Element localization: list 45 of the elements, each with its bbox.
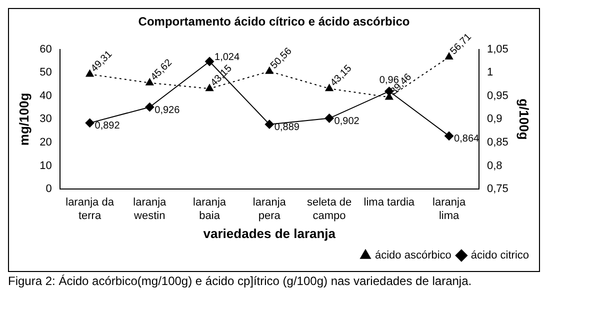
x-tick-label: laranja da terra <box>66 196 115 222</box>
data-label: 0,889 <box>274 122 300 134</box>
y2-tick-label: 0,85 <box>486 136 508 148</box>
point <box>146 78 154 86</box>
data-label: 0,902 <box>334 116 360 128</box>
y2-tick-label: 0,95 <box>486 90 508 102</box>
x-tick-label: lima tardia <box>364 196 416 209</box>
y-tick-label: 30 <box>40 113 52 126</box>
y2-tick-label: 0,75 <box>486 183 508 196</box>
point <box>264 120 274 129</box>
y2-tick-label: 0,8 <box>486 160 502 172</box>
legend-label: ácido ascórbico <box>374 250 452 262</box>
x-tick-label: laranja baia <box>193 196 227 222</box>
point <box>206 84 214 92</box>
point <box>445 52 454 60</box>
y2-tick-label: 1,05 <box>486 43 508 56</box>
text: Figura 2: Ácido acórbico(mg/100g) e ácido cp]ítrico (g/100g) nas variedades de laranja. <box>8 274 473 288</box>
legend-label: ácido citrico <box>470 250 529 262</box>
y-axis-title: mg/100g <box>16 92 32 146</box>
x-tick-label: laranja lima <box>432 196 466 222</box>
y-tick-label: 0 <box>46 183 52 196</box>
y2-axis-title: g/100g <box>516 98 532 140</box>
y-tick-label: 50 <box>40 66 52 79</box>
point <box>86 70 94 77</box>
point <box>444 131 454 140</box>
data-label: 1,024 <box>214 52 240 64</box>
chart-title: Comportamento ácido cítrico e ácido ascórbico <box>138 14 410 29</box>
data-label: 0,926 <box>154 104 180 116</box>
x-axis-title: variedades de laranja <box>203 226 336 241</box>
point <box>145 102 154 112</box>
y-tick-label: 20 <box>40 136 52 148</box>
x-tick-label: laranja pera <box>252 196 287 222</box>
point <box>324 114 334 123</box>
data-label: 0,892 <box>94 120 120 132</box>
y-tick-label: 40 <box>40 90 52 102</box>
x-tick-label: seleta de campo <box>306 196 352 222</box>
point <box>85 118 94 128</box>
x-tick-label: laranja westin <box>133 196 168 222</box>
y2-tick-label: 1 <box>486 66 494 79</box>
point <box>325 84 334 92</box>
point <box>205 57 214 66</box>
y2-tick-label: 0,9 <box>486 113 502 126</box>
data-label: 0,864 <box>454 134 480 145</box>
y-tick-label: 60 <box>40 43 52 56</box>
y-tick-label: 10 <box>40 160 52 172</box>
